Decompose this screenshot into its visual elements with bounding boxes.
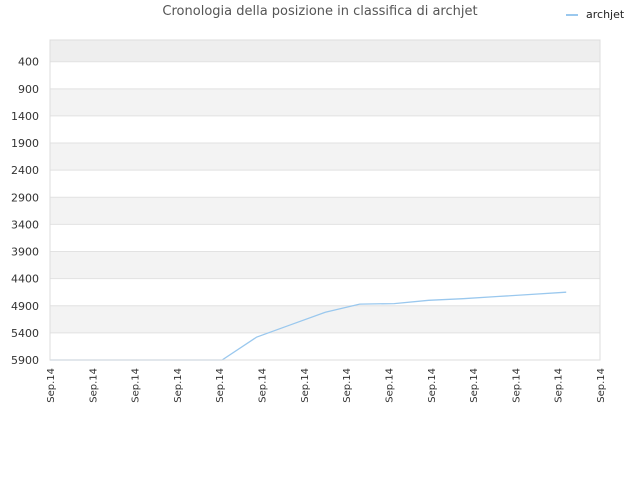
x-tick-label: Sep.14 <box>342 368 353 403</box>
y-tick-label: 1900 <box>11 137 39 150</box>
grid-band <box>50 278 600 306</box>
x-tick-label: Sep.14 <box>554 368 565 403</box>
x-tick-label: Sep.14 <box>131 368 142 403</box>
y-tick-label: 4900 <box>11 300 39 313</box>
grid-band <box>50 197 600 225</box>
y-tick-label: 2400 <box>11 164 39 177</box>
legend[interactable]: archjet <box>566 8 624 21</box>
y-tick-label: 3900 <box>11 246 39 259</box>
grid-band <box>50 143 600 171</box>
grid-band <box>50 88 600 116</box>
y-tick-label: 2900 <box>11 191 39 204</box>
x-tick-label: Sep.14 <box>46 368 57 403</box>
y-tick-label: 5400 <box>11 327 39 340</box>
y-tick-label: 1400 <box>11 110 39 123</box>
legend-swatch <box>566 14 578 16</box>
y-tick-label: 400 <box>18 56 39 69</box>
x-tick-label: Sep.14 <box>258 368 269 403</box>
x-tick-label: Sep.14 <box>300 368 311 403</box>
grid-band <box>50 115 600 144</box>
plot-border <box>49 39 601 361</box>
x-tick-label: Sep.14 <box>427 368 438 403</box>
grid-band <box>50 305 600 333</box>
x-tick-label: Sep.14 <box>384 368 395 403</box>
grid-band <box>50 251 600 279</box>
y-tick-label: 5900 <box>11 354 39 367</box>
legend-label: archjet <box>586 8 625 21</box>
x-tick-label: Sep.14 <box>596 368 607 403</box>
x-tick-label: Sep.14 <box>511 368 522 403</box>
chart-title: Cronologia della posizione in classifica… <box>162 4 478 19</box>
grid-band <box>50 61 600 89</box>
grid-band <box>50 332 600 360</box>
y-tick-label: 4400 <box>11 273 39 286</box>
x-tick-label: Sep.14 <box>469 368 480 403</box>
grid-band <box>50 40 600 62</box>
x-tick-label: Sep.14 <box>215 368 226 403</box>
x-tick-label: Sep.14 <box>88 368 99 403</box>
y-tick-label: 900 <box>18 83 39 96</box>
y-tick-label: 3400 <box>11 218 39 231</box>
grid-band <box>50 224 600 252</box>
grid-band <box>50 170 600 198</box>
x-tick-label: Sep.14 <box>173 368 184 403</box>
